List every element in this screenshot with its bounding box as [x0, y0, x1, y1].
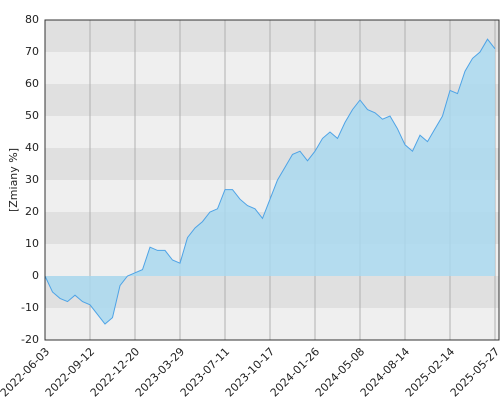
y-tick-label: -10 [21, 301, 39, 314]
y-tick-label: 30 [25, 173, 39, 186]
area [45, 39, 495, 324]
y-tick-label: 20 [25, 205, 39, 218]
plot-border [44, 19, 500, 341]
y-tick-label: 70 [25, 45, 39, 58]
background-band [45, 308, 499, 340]
y-axis-label: [Zmiany %] [7, 148, 20, 212]
y-tick-label: 40 [25, 141, 39, 154]
y-tick-label: 50 [25, 109, 39, 122]
y-tick-label: -20 [21, 333, 39, 346]
y-tick-label: 80 [25, 13, 39, 26]
background-band [45, 52, 499, 84]
line [44, 38, 496, 325]
background-band [45, 20, 499, 52]
background-band [45, 84, 499, 116]
y-tick-label: 0 [32, 269, 39, 282]
y-tick-label: 60 [25, 77, 39, 90]
y-tick-label: 10 [25, 237, 39, 250]
